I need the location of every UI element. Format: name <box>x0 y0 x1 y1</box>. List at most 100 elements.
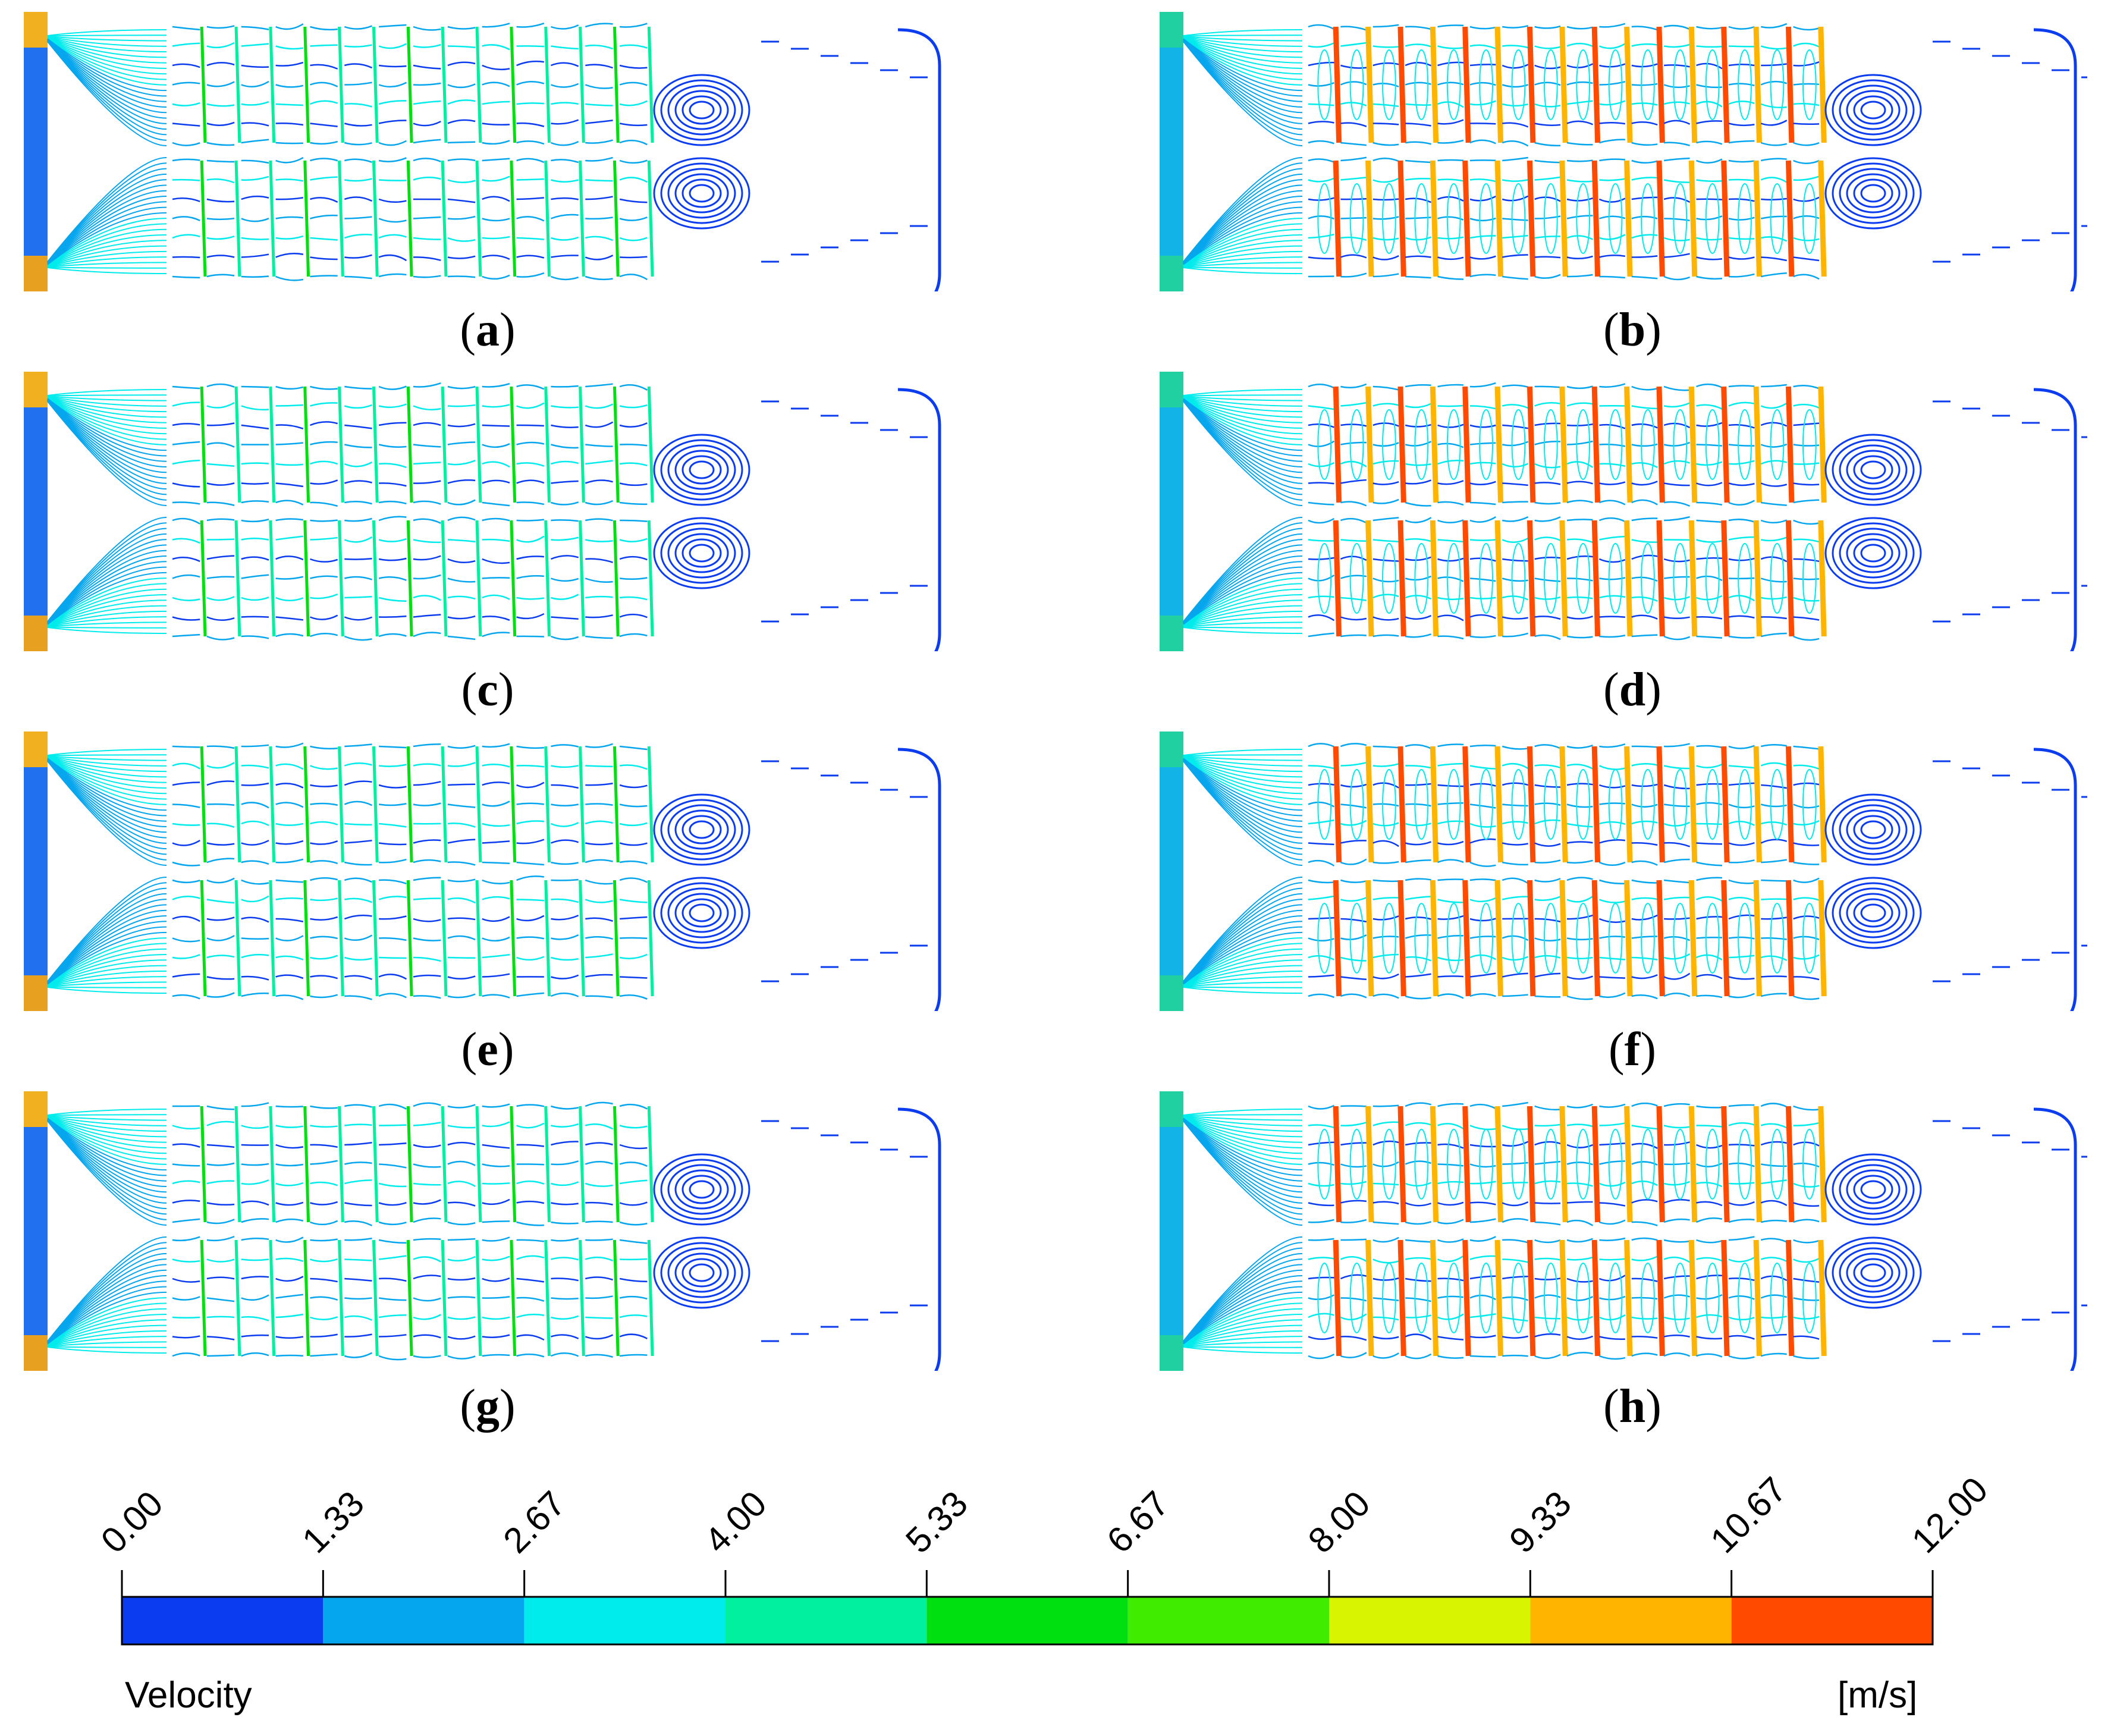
blade-row <box>1760 23 1795 278</box>
caption-g: (g) <box>460 1380 516 1433</box>
blade-row <box>1469 744 1504 997</box>
blade-row <box>1663 1103 1698 1357</box>
blade-row <box>550 385 585 641</box>
legend-swatch <box>1530 1597 1732 1644</box>
blade-row <box>550 744 585 997</box>
inlet-streamlines <box>47 29 167 274</box>
blade-row <box>619 745 654 1000</box>
inlet-corner-top <box>24 1091 48 1127</box>
blade-row <box>309 385 344 638</box>
blade-row <box>1793 745 1827 1000</box>
blade-row <box>241 1102 276 1357</box>
blade-row <box>1534 744 1568 998</box>
outlet-vortex-region <box>653 760 928 982</box>
blade-row <box>1695 745 1730 999</box>
outlet-wall <box>897 388 941 651</box>
blade-row <box>309 26 344 278</box>
blade-row <box>1437 384 1471 640</box>
blade-row <box>344 25 379 280</box>
blade-row <box>1760 1103 1795 1357</box>
streamline-plot-g <box>24 1091 941 1371</box>
inlet-corner-top <box>24 732 48 767</box>
blade-row <box>413 1102 448 1358</box>
legend-tick-label: 0.00 <box>93 1483 171 1561</box>
inlet-wall <box>24 372 48 651</box>
inlet-corner-top <box>24 12 48 48</box>
legend-tick-label: 9.33 <box>1502 1483 1579 1561</box>
blade-row <box>378 385 413 638</box>
panel-e <box>24 732 951 1011</box>
inlet-corner-bottom <box>1160 616 1183 651</box>
inlet-corner-top <box>1160 732 1183 767</box>
streamline-plot-c <box>24 372 941 651</box>
blade-row <box>1663 743 1698 997</box>
blade-row <box>447 26 482 278</box>
inlet-streamlines <box>1183 749 1303 994</box>
blade-row <box>1405 744 1439 1000</box>
blade-row <box>1405 1102 1439 1360</box>
blade-row <box>1469 26 1504 278</box>
outlet-wall <box>2033 388 2077 651</box>
blade-row <box>1405 384 1439 638</box>
legend-swatch <box>524 1597 725 1644</box>
blade-row <box>550 1105 585 1357</box>
blade-row <box>1696 383 1730 639</box>
blade-row <box>1728 1104 1763 1360</box>
blade-row <box>378 745 413 999</box>
blade-row <box>1502 745 1536 997</box>
blade-row <box>1760 744 1795 997</box>
inlet-wall <box>24 12 48 291</box>
panel-d <box>1160 372 2087 651</box>
blade-row <box>447 385 482 641</box>
inlet-corner-bottom <box>24 256 48 291</box>
legend-swatch <box>323 1597 524 1644</box>
outlet-wall <box>897 748 941 1011</box>
outlet-wall <box>897 1107 941 1371</box>
legend-tick-label: 4.00 <box>697 1483 774 1561</box>
inlet-corner-bottom <box>1160 1335 1183 1371</box>
blade-row <box>241 26 276 278</box>
caption-h: (h) <box>1603 1380 1661 1433</box>
inlet-wall <box>24 1091 48 1371</box>
legend-swatch <box>926 1597 1128 1644</box>
blade-row <box>309 1105 344 1357</box>
streamline-plot-a <box>24 12 941 291</box>
panel-f <box>1160 732 2087 1011</box>
blade-row <box>1340 1105 1374 1358</box>
legend-swatch <box>122 1597 323 1644</box>
blade-row <box>585 743 620 999</box>
outlet-vortex-region <box>653 400 928 623</box>
outlet-vortex-region <box>1824 1120 2087 1342</box>
streamline-plot-b <box>1160 12 2087 291</box>
blade-row <box>1405 26 1439 279</box>
inlet-streamlines <box>47 1109 167 1354</box>
blade-row <box>482 382 517 638</box>
blade-row <box>275 1105 310 1357</box>
legend-tick-label: 1.33 <box>294 1483 372 1561</box>
blade-row <box>1728 26 1763 278</box>
outlet-vortex-region <box>1824 760 2087 982</box>
blade-row <box>1598 1103 1633 1360</box>
blade-row <box>1308 384 1342 638</box>
inlet-corner-bottom <box>1160 975 1183 1011</box>
blade-row <box>172 385 207 638</box>
panel-b <box>1160 12 2087 291</box>
caption-d: (d) <box>1603 664 1661 716</box>
inlet-corner-bottom <box>24 1335 48 1371</box>
velocity-legend: 0.00 1.33 2.67 4.00 5.33 6.67 8.00 9.33 10.67 12.… <box>93 1470 1995 1646</box>
outlet-wall <box>897 28 941 291</box>
blade-row <box>516 1104 551 1358</box>
panel-g <box>24 1091 951 1371</box>
legend-tick-label: 5.33 <box>898 1483 975 1561</box>
blade-row <box>1437 743 1471 999</box>
blade-row <box>516 23 551 278</box>
blade-row <box>1372 1104 1406 1359</box>
blade-row <box>1598 743 1633 999</box>
blade-row <box>1308 1104 1342 1360</box>
streamline-plot-d <box>1160 372 2087 651</box>
inlet-streamlines <box>1183 389 1303 634</box>
blade-row <box>206 383 241 641</box>
inlet-streamlines <box>47 749 167 994</box>
inlet-streamlines <box>1183 29 1303 274</box>
blade-row <box>1437 24 1471 280</box>
